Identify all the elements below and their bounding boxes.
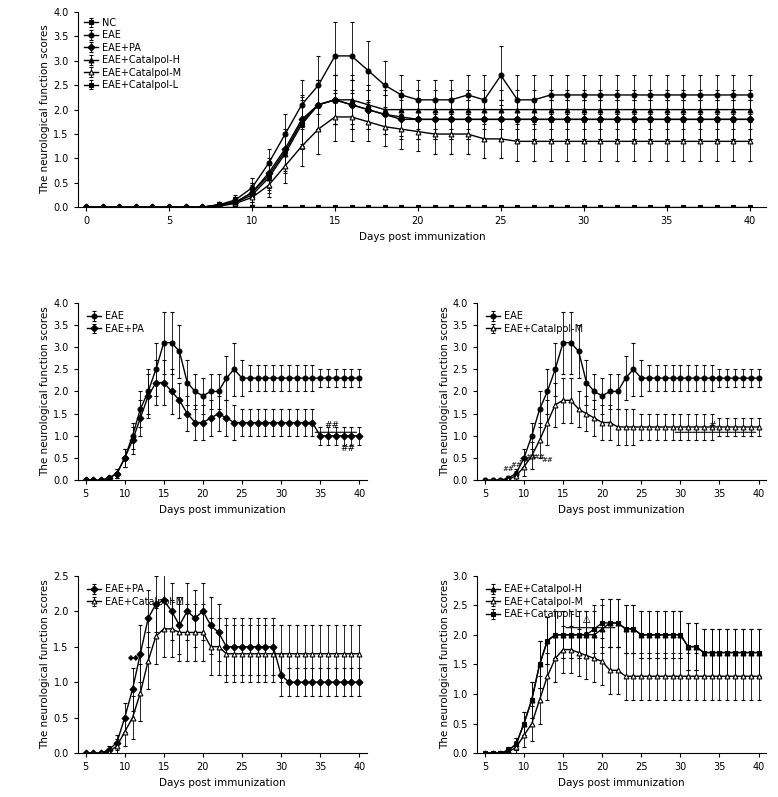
Text: △: △	[583, 614, 591, 624]
X-axis label: Days post immunization: Days post immunization	[559, 778, 685, 787]
Y-axis label: The neurological function scores: The neurological function scores	[440, 307, 450, 477]
Text: ◆◆: ◆◆	[128, 654, 140, 662]
Text: ##: ##	[518, 457, 530, 463]
Legend: EAE+PA, EAE+Catalpol-M: EAE+PA, EAE+Catalpol-M	[82, 580, 188, 611]
Text: ##: ##	[503, 466, 514, 472]
Text: #: #	[708, 422, 715, 430]
X-axis label: Days post immunization: Days post immunization	[359, 232, 485, 241]
Text: ##: ##	[340, 444, 355, 453]
Y-axis label: The neurological function scores: The neurological function scores	[40, 579, 51, 749]
Y-axis label: The neurological function scores: The neurological function scores	[40, 307, 51, 477]
X-axis label: Days post immunization: Days post immunization	[559, 505, 685, 515]
Text: ##: ##	[526, 454, 538, 460]
X-axis label: Days post immunization: Days post immunization	[159, 505, 286, 515]
Y-axis label: The neurological function scores: The neurological function scores	[40, 25, 51, 194]
Text: ##: ##	[510, 461, 522, 468]
Legend: EAE, EAE+Catalpol-M: EAE, EAE+Catalpol-M	[482, 308, 587, 338]
Text: ##: ##	[541, 457, 553, 463]
X-axis label: Days post immunization: Days post immunization	[159, 778, 286, 787]
Text: ##: ##	[534, 454, 545, 460]
Text: ##: ##	[324, 422, 339, 430]
Legend: EAE+Catalpol-H, EAE+Catalpol-M, EAE+Catalpol-L: EAE+Catalpol-H, EAE+Catalpol-M, EAE+Cata…	[482, 580, 587, 623]
Legend: NC, EAE, EAE+PA, EAE+Catalpol-H, EAE+Catalpol-M, EAE+Catalpol-L: NC, EAE, EAE+PA, EAE+Catalpol-H, EAE+Cat…	[82, 17, 182, 91]
Y-axis label: The neurological function scores: The neurological function scores	[440, 579, 450, 749]
Legend: EAE, EAE+PA: EAE, EAE+PA	[82, 308, 148, 338]
